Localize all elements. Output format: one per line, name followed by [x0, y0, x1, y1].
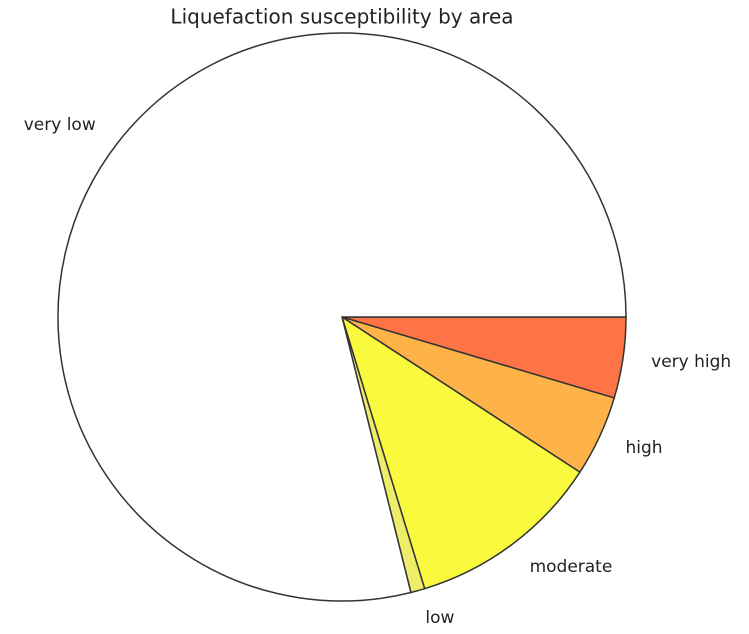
slice-label: very high — [651, 352, 731, 372]
slice-label: very low — [24, 115, 96, 135]
pie-slice — [340, 315, 581, 590]
slice-label: high — [625, 438, 662, 458]
pie-slice — [57, 32, 627, 602]
slice-label: low — [425, 608, 454, 628]
slice-label: moderate — [530, 557, 613, 577]
chart-title: Liquefaction susceptibility by area — [170, 5, 513, 29]
